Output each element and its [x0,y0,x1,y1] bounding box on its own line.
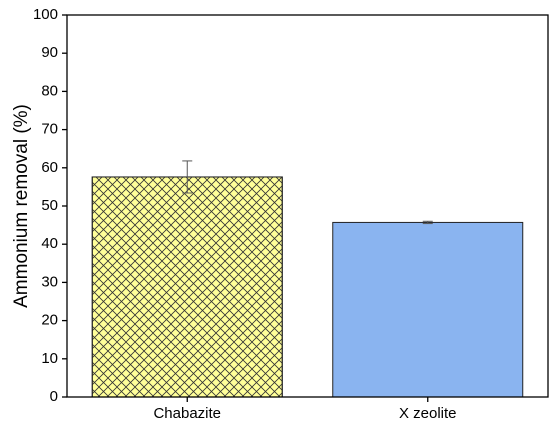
plot-frame [66,14,549,398]
y-tick-label: 30 [41,273,58,290]
bar-hatch [91,176,283,398]
y-tick-label: 50 [41,197,58,214]
y-tick-label: 100 [33,6,58,23]
y-tick-label: 20 [41,312,58,329]
y-axis-title: Ammonium removal (%) [11,104,32,308]
y-tick-label: 40 [41,235,58,252]
x-tick-label: X zeolite [399,405,457,422]
y-tick-label: 0 [50,388,58,405]
y-tick-label: 90 [41,44,58,61]
bar [332,221,524,398]
y-tick-label: 60 [41,159,58,176]
y-tick-label: 80 [41,82,58,99]
y-tick-label: 10 [41,350,58,367]
y-tick-label: 70 [41,121,58,138]
x-tick-label: Chabazite [153,405,221,422]
